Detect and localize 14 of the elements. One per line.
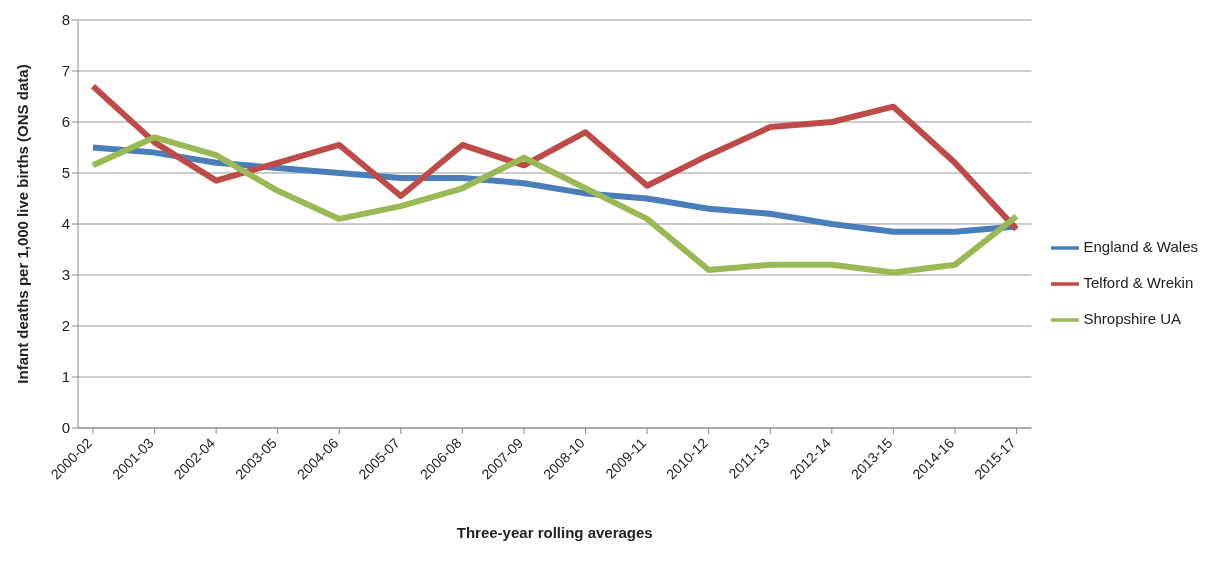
y-tick-label: 5 (61, 164, 70, 182)
y-tick-label: 6 (61, 113, 70, 131)
y-tick-label: 4 (61, 215, 70, 233)
y-tick-label: 1 (61, 368, 70, 386)
x-axis-title: Three-year rolling averages (456, 524, 653, 541)
legend-label: England & Wales (1083, 238, 1198, 255)
y-tick-label: 7 (61, 62, 70, 80)
legend-label: Telford & Wrekin (1083, 274, 1194, 291)
y-tick-label: 8 (61, 11, 70, 29)
legend-label: Shropshire UA (1083, 310, 1182, 327)
y-tick-label: 3 (61, 266, 70, 284)
y-tick-label: 2 (61, 317, 70, 335)
y-axis-title: Infant deaths per 1,000 live births (ONS data) (14, 64, 32, 384)
y-tick-label: 0 (61, 419, 70, 437)
